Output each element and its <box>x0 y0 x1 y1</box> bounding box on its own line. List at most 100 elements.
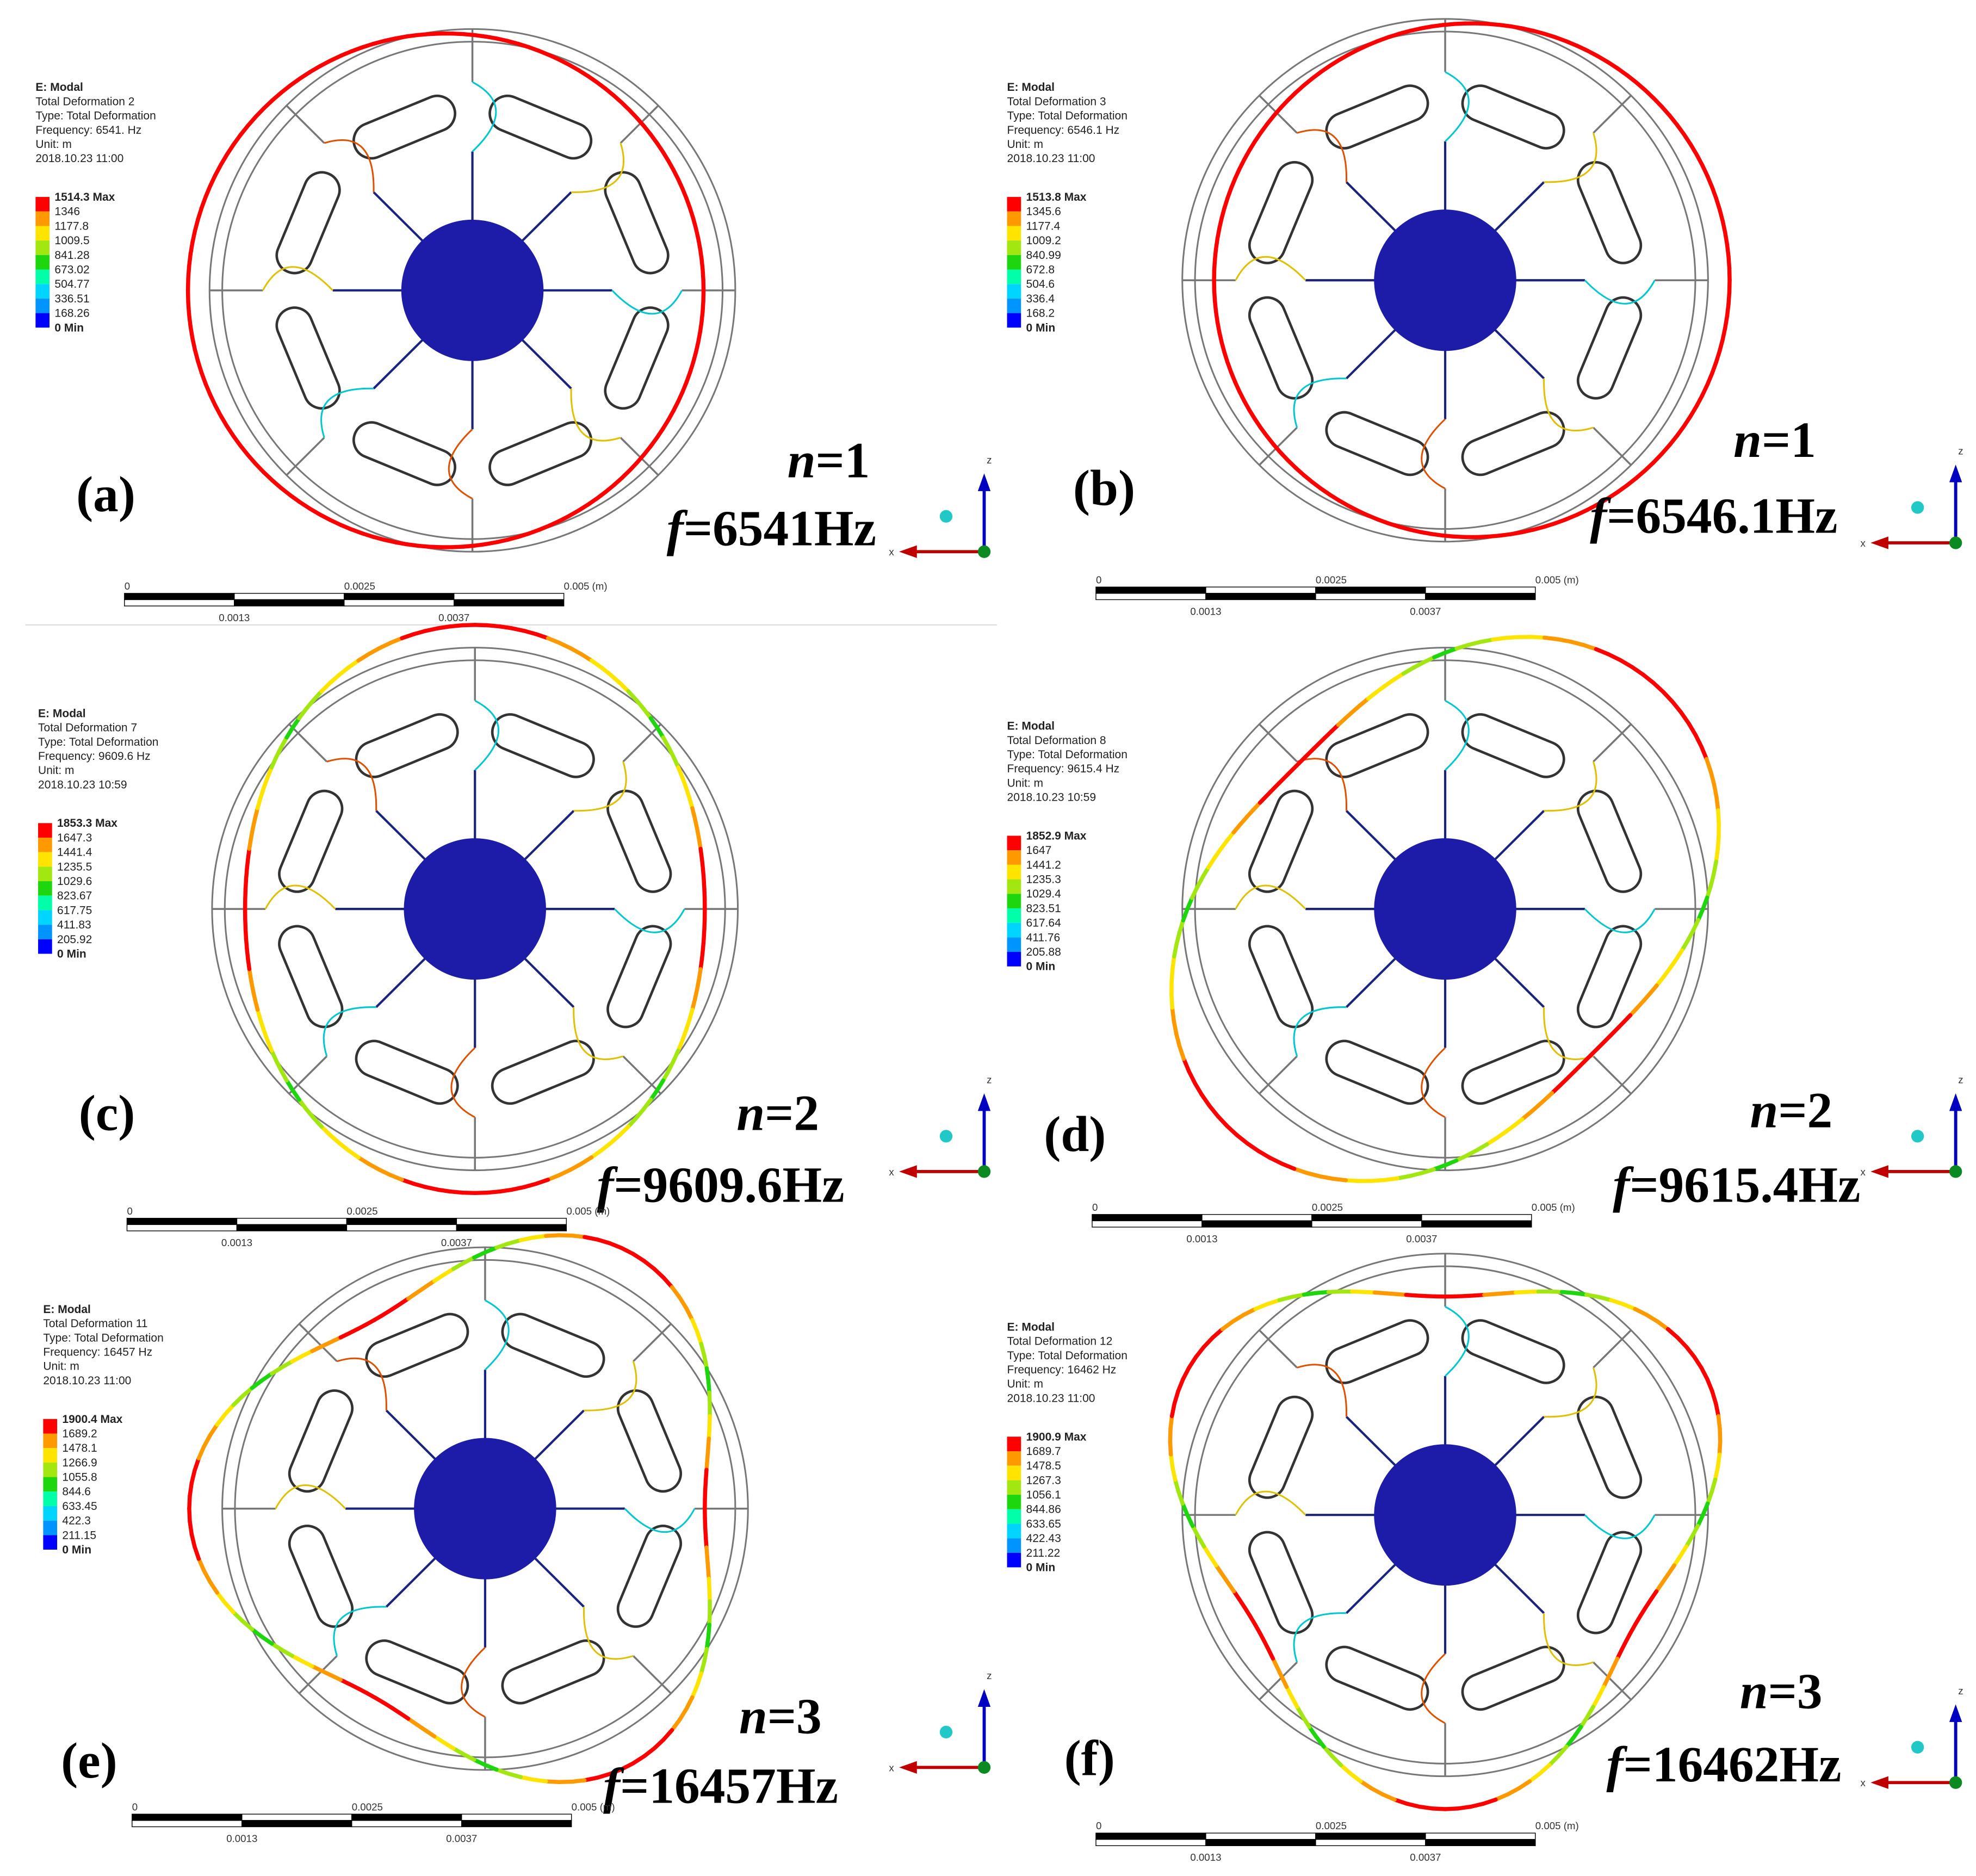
panel-label: (c) <box>79 1086 135 1142</box>
flex-arm <box>1584 1514 1656 1539</box>
deformed-ring <box>356 652 371 663</box>
scale-seg <box>234 593 345 600</box>
legend-swatch <box>38 895 52 911</box>
view-ball <box>1911 1741 1924 1754</box>
frame-link <box>1259 426 1298 466</box>
deformed-ring <box>1516 1779 1532 1791</box>
legend-value: 0 Min <box>1026 961 1056 973</box>
legend-value: 1852.9 Max <box>1026 830 1087 843</box>
deformed-ring <box>557 1167 573 1178</box>
deformed-ring <box>695 1671 703 1688</box>
deformed-ring <box>1268 1155 1284 1166</box>
deformed-ring <box>377 1167 393 1178</box>
scale-seg <box>126 1218 238 1225</box>
flex-arm <box>1444 1305 1470 1377</box>
scale-seg <box>132 1820 243 1828</box>
panel-label: (e) <box>61 1733 117 1789</box>
flex-arm <box>1444 71 1470 143</box>
legend-value: 422.3 <box>62 1515 91 1527</box>
beam-loop <box>1325 1039 1429 1105</box>
scale-label: 0.0025 <box>1312 1202 1343 1213</box>
scale-label: 0.0025 <box>344 580 375 592</box>
deformed-ring <box>1177 918 1186 934</box>
deformed-ring <box>1505 1786 1521 1797</box>
legend-value: 1235.3 <box>1026 874 1061 886</box>
deformed-ring <box>259 1634 274 1646</box>
scale-label: 0.0013 <box>221 1237 252 1248</box>
legend-swatch <box>1007 240 1021 255</box>
legend-line: E: Modal <box>38 707 86 720</box>
x-arrow <box>899 545 917 558</box>
hub <box>1374 838 1516 980</box>
x-arrow <box>1870 1776 1888 1789</box>
legend-line: Frequency: 9615.4 Hz <box>1007 763 1120 775</box>
flex-arm <box>1421 1653 1446 1724</box>
scale-label: 0.0037 <box>446 1832 477 1844</box>
legend-line: 2018.10.23 10:59 <box>38 779 127 791</box>
deformed-ring <box>1621 1302 1637 1311</box>
deformed-ring <box>1716 808 1721 826</box>
origin <box>977 1165 991 1178</box>
legend-value: 168.2 <box>1026 307 1055 320</box>
flex-arm <box>1584 908 1656 933</box>
hub <box>401 219 544 361</box>
panel-label: (b) <box>1073 461 1135 517</box>
deformed-ring <box>1201 1335 1215 1349</box>
legend-swatch <box>1007 284 1021 299</box>
frame-link <box>286 104 325 144</box>
legend-value: 1056.1 <box>1026 1489 1061 1501</box>
scale-label: 0.0025 <box>346 1205 377 1217</box>
deformed-ring <box>187 1494 192 1511</box>
scale-seg <box>124 599 235 606</box>
legend-swatch <box>1007 197 1021 212</box>
scale-label: 0.0013 <box>1190 1852 1221 1863</box>
deformed-ring <box>1330 1754 1343 1767</box>
deformed-ring <box>485 623 502 629</box>
scale-seg <box>1205 586 1316 594</box>
deformed-ring <box>608 1241 624 1250</box>
deformed-ring <box>1245 1141 1261 1153</box>
beam-loop <box>275 171 341 275</box>
deformed-ring <box>1170 1005 1176 1023</box>
legend-swatch <box>43 1448 58 1463</box>
deformed-ring <box>1715 834 1721 851</box>
legend-swatch <box>38 910 52 925</box>
flex-arm <box>1543 1007 1594 1060</box>
beam-loop <box>1461 713 1565 778</box>
deformed-ring <box>1305 1171 1322 1179</box>
deformed-ring <box>546 1173 562 1182</box>
deformed-ring <box>661 1276 674 1290</box>
frame-link <box>1593 95 1632 134</box>
scale-seg <box>1205 1838 1316 1846</box>
deformed-ring <box>1542 635 1560 641</box>
deformed-ring <box>690 1317 699 1334</box>
frequency-label: f=9615.4Hz <box>1613 1157 1860 1213</box>
deformed-ring <box>1317 1174 1335 1181</box>
deformed-ring <box>1503 635 1521 640</box>
deformed-ring <box>1170 954 1176 971</box>
legend-line: 2018.10.23 11:00 <box>1007 1392 1095 1405</box>
beam-loop <box>352 421 456 486</box>
legend-value: 1441.2 <box>1026 859 1061 871</box>
deformed-ring <box>436 1187 453 1194</box>
scale-seg <box>1311 1220 1422 1228</box>
deformed-ring <box>569 1778 587 1784</box>
deformed-ring <box>620 1246 635 1256</box>
beam-loop <box>488 94 593 160</box>
deformed-ring <box>1170 1465 1178 1482</box>
deformed-ring <box>1176 1377 1185 1394</box>
deformed-ring <box>661 1728 674 1742</box>
legend-line: Type: Total Deformation <box>43 1332 163 1344</box>
deformed-ring <box>1302 1291 1318 1297</box>
legend-line: Type: Total Deformation <box>35 110 156 122</box>
legend-swatch <box>1007 879 1021 894</box>
deformed-ring <box>202 1568 212 1584</box>
deformed-ring <box>652 1737 666 1751</box>
legend-swatch <box>1007 1509 1021 1524</box>
scale-label: 0.0037 <box>1410 1852 1441 1863</box>
scale-seg <box>1425 1832 1536 1840</box>
deformed-ring <box>690 1683 699 1700</box>
deformed-ring <box>436 624 453 630</box>
deformed-ring <box>1661 690 1675 704</box>
